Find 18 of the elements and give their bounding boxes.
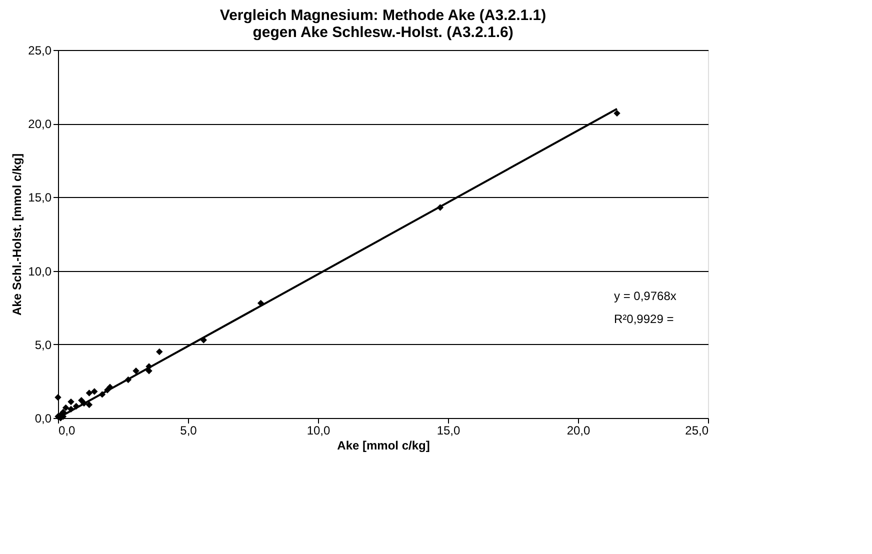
x-tick-label: 0,0 <box>58 424 76 438</box>
text: Vergleich Magnesium: Methode Ake (A3.2.1.1) <box>220 7 546 24</box>
x-tick-label: 10,0 <box>306 424 330 438</box>
y-tick-label: 10,0 <box>28 264 52 278</box>
x-tick-label: 25,0 <box>685 424 709 438</box>
x-tick-label: 20,0 <box>566 424 590 438</box>
y-tick-label: 0,0 <box>34 412 52 426</box>
annotation: y = 0,9768x <box>614 289 676 303</box>
x-tick-label: 15,0 <box>436 424 460 438</box>
x-tick-label: 5,0 <box>180 424 198 438</box>
text: gegen Ake Schlesw.-Holst. (A3.2.1.6) <box>252 24 514 41</box>
y-tick-label: 5,0 <box>34 338 52 352</box>
y-tick-label: 15,0 <box>28 190 52 205</box>
x-axis-title: Ake [mmol c/kg] <box>337 438 430 452</box>
annotation: R²0,9929 = <box>614 312 674 326</box>
y-tick-label: 25,0 <box>28 44 52 58</box>
y-axis-title: Ake Schl.-Holst. [mmol c/kg] <box>10 153 24 316</box>
y-tick-label: 20,0 <box>28 117 52 132</box>
